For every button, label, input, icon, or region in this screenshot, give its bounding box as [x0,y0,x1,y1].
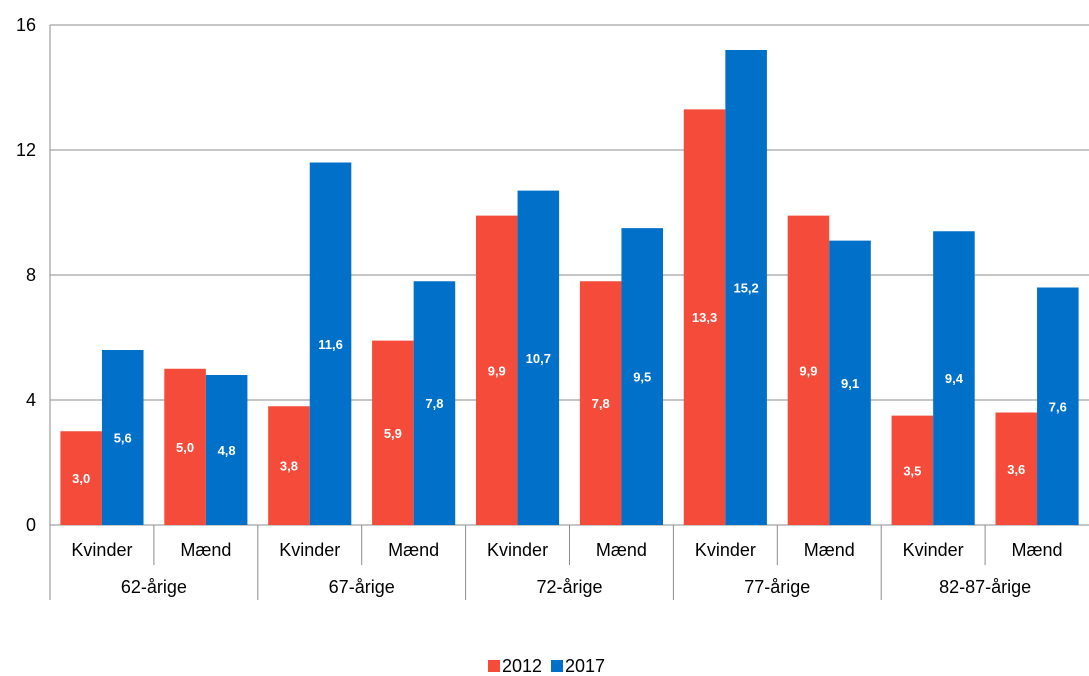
data-labels: 3,0 5,0 3,8 5,9 9,9 7,8 13,3 9,9 3,5 3,6 5,6 4,8 11,… [72,281,1067,487]
legend-label-2017: 2017 [565,656,605,676]
bar-2017 [1037,287,1079,525]
category-label: Mænd [596,540,647,560]
y-tick-label: 4 [26,390,36,410]
group-label: 77-årige [744,577,810,597]
data-label: 3,5 [903,463,921,478]
bar-2017 [413,281,456,525]
y-tick-label: 8 [26,265,36,285]
bar-2012 [579,281,622,525]
data-label: 9,9 [799,363,817,378]
bars [60,50,1079,525]
bar-2012 [268,406,310,525]
data-label: 7,8 [425,396,443,411]
bar-2017 [101,350,144,525]
data-label: 9,5 [633,370,651,385]
data-label: 5,6 [114,431,132,446]
bar-2017 [933,231,975,525]
x-axis: Kvinder Mænd Kvinder Mænd Kvinder Mænd Kvinder… [71,525,1063,600]
data-label: 3,6 [1007,462,1025,477]
bar-2017 [829,240,871,525]
data-label: 10,7 [526,351,551,366]
category-label: Mænd [180,540,231,560]
legend: 2012 2017 [488,656,605,676]
data-label: 4,8 [218,443,236,458]
bar-2017 [309,162,352,525]
bar-2012 [164,368,206,525]
data-label: 9,9 [488,363,506,378]
category-label: Kvinder [903,540,964,560]
category-label: Kvinder [487,540,548,560]
data-label: 3,0 [72,471,90,486]
y-axis: 0 4 8 12 16 [16,15,51,600]
data-label: 9,4 [945,371,964,386]
data-label: 7,8 [592,396,610,411]
bar-2017 [205,375,248,525]
data-label: 5,9 [384,426,402,441]
group-label: 82-87-årige [939,577,1031,597]
bar-2012 [995,412,1038,525]
data-label: 7,6 [1049,399,1067,414]
group-label: 62-årige [121,577,187,597]
bar-2017 [517,190,560,525]
group-label: 67-årige [329,577,395,597]
data-label: 5,0 [176,440,194,455]
y-tick-label: 12 [16,140,36,160]
bar-2012 [787,215,830,525]
category-label: Kvinder [71,540,132,560]
data-label: 15,2 [733,281,758,296]
bar-2017 [621,228,664,525]
bar-2012 [60,431,102,525]
legend-swatch-2012 [488,660,500,672]
bar-2012 [372,340,414,525]
data-label: 11,6 [318,337,343,352]
y-tick-label: 16 [16,15,36,35]
bar-2017 [725,50,767,525]
data-label: 9,1 [841,376,859,391]
category-label: Kvinder [695,540,756,560]
bar-2012 [475,215,518,525]
bar-2012 [891,415,934,525]
category-label: Mænd [388,540,439,560]
bar-2012 [683,109,726,525]
category-label: Mænd [1012,540,1063,560]
legend-label-2012: 2012 [502,656,542,676]
data-label: 13,3 [692,310,717,325]
legend-swatch-2017 [551,660,563,672]
category-label: Kvinder [279,540,340,560]
category-label: Mænd [804,540,855,560]
group-label: 72-årige [536,577,602,597]
y-tick-label: 0 [26,515,36,535]
data-label: 3,8 [280,459,298,474]
